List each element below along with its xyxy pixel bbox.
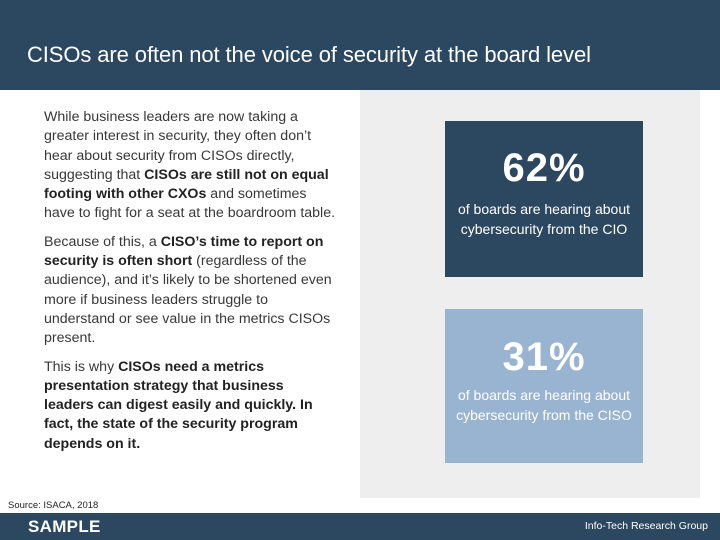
paragraph-text: and sometimes have to fight for a seat a… bbox=[44, 186, 336, 222]
emphasis-text: CISO’s time to report on security is oft… bbox=[44, 233, 324, 270]
stat-box-cio: 62% of boards are hearing about cybersec… bbox=[445, 121, 643, 277]
footer-bar: SAMPLE Info-Tech Research Group bbox=[0, 513, 720, 540]
body-text: While business leaders are now taking a … bbox=[44, 108, 336, 463]
paragraph-text: While business leaders are now taking a … bbox=[44, 109, 312, 183]
emphasis-text: CISOs are still not on equal footing wit… bbox=[44, 166, 329, 203]
paragraph-short-time: Because of this, a CISO’s time to report… bbox=[44, 233, 336, 349]
paragraph-board-interest: While business leaders are now taking a … bbox=[44, 108, 336, 224]
brand-label: Info-Tech Research Group bbox=[584, 520, 708, 532]
stat-description-ciso: of boards are hearing about cybersecurit… bbox=[456, 387, 632, 423]
paragraph-text: Because of this, a bbox=[44, 233, 161, 250]
paragraph-text: This is why bbox=[44, 358, 119, 375]
emphasis-text: CISOs need a metrics presentation strate… bbox=[44, 358, 313, 452]
stat-value-ciso: 31% bbox=[502, 335, 586, 379]
paragraph-text: (regardless of the audience), and it’s l… bbox=[44, 253, 332, 347]
paragraph-strategy: This is why CISOs need a metrics present… bbox=[44, 358, 336, 454]
stat-description-cio: of boards are hearing about cybersecurit… bbox=[457, 201, 630, 237]
stat-box-ciso: 31% of boards are hearing about cybersec… bbox=[445, 309, 643, 463]
stat-value-cio: 62% bbox=[502, 146, 586, 190]
source-citation: Source: ISACA, 2018 bbox=[8, 500, 99, 511]
title-bar: CISOs are often not the voice of securit… bbox=[0, 0, 720, 90]
sample-label: SAMPLE bbox=[28, 517, 101, 536]
slide-title: CISOs are often not the voice of securit… bbox=[27, 42, 591, 67]
